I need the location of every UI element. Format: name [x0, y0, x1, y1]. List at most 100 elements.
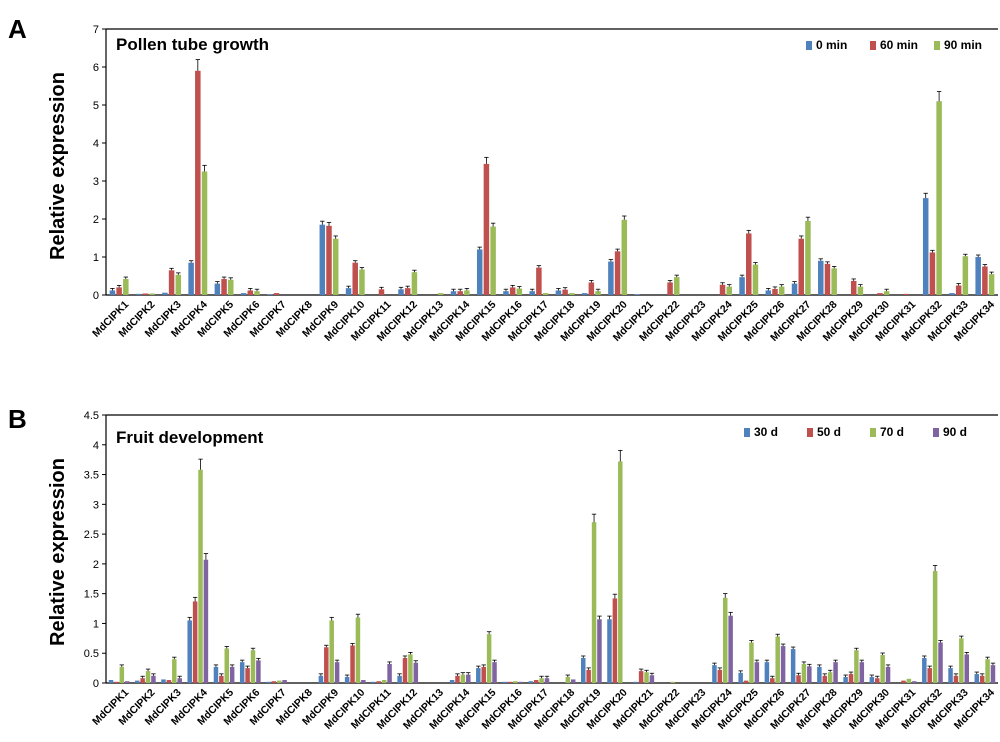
bar-b-MdCIPK14-70d: [460, 674, 466, 683]
bar-b-MdCIPK27-50d: [796, 675, 801, 683]
bar-b-MdCIPK32-90d: [938, 642, 943, 683]
bar-b-MdCIPK25-70d: [749, 642, 754, 683]
bar-b-MdCIPK10-90d: [361, 680, 366, 683]
bar-b-MdCIPK14-50d: [455, 675, 460, 683]
bar-b-MdCIPK33-50d: [953, 675, 959, 683]
bar-b-MdCIPK19-90d: [597, 619, 602, 683]
bar-b-MdCIPK17-90d: [544, 678, 550, 683]
legend-label: 90 min: [944, 38, 982, 52]
bar-b-MdCIPK4-30d: [187, 620, 192, 683]
bar-a-MdCIPK25-90min: [752, 264, 759, 295]
legend-swatch: [870, 41, 876, 50]
bar-a-MdCIPK15-60min: [483, 163, 490, 295]
bar-a-MdCIPK16-60min: [509, 287, 516, 295]
bar-b-MdCIPK2-70d: [145, 671, 151, 683]
legend-label: 90 d: [943, 425, 967, 439]
legend-swatch: [870, 428, 876, 437]
bar-b-MdCIPK16-90d: [518, 681, 523, 683]
bar-a-MdCIPK30-90min: [883, 291, 890, 295]
bar-b-MdCIPK1-70d: [119, 666, 125, 683]
bar-a-MdCIPK18-0min: [555, 290, 562, 295]
bar-b-MdCIPK26-70d: [775, 636, 780, 683]
bar-b-MdCIPK29-70d: [854, 650, 859, 683]
bar-b-MdCIPK4-90d: [203, 559, 209, 683]
bar-b-MdCIPK25-50d: [743, 680, 749, 683]
bar-a-MdCIPK25-60min: [746, 233, 752, 295]
bar-b-MdCIPK29-90d: [859, 662, 865, 683]
bar-a-MdCIPK6-60min: [247, 290, 254, 295]
bar-b-MdCIPK34-90d: [990, 665, 996, 683]
bar-b-MdCIPK9-30d: [318, 675, 324, 683]
y-tick-label: 0: [93, 290, 99, 302]
bar-a-MdCIPK32-0min: [922, 198, 929, 295]
bar-a-MdCIPK20-90min: [621, 219, 628, 295]
bar-b-MdCIPK19-70d: [591, 522, 597, 683]
bar-a-MdCIPK13-90min: [437, 293, 444, 295]
bar-b-MdCIPK16-70d: [513, 681, 518, 683]
bar-b-MdCIPK24-70d: [722, 597, 728, 683]
bar-b-MdCIPK12-70d: [408, 654, 413, 683]
y-tick-label: 1: [93, 252, 99, 264]
y-tick-label: 1: [93, 618, 99, 630]
bar-b-MdCIPK15-30d: [476, 668, 481, 683]
bar-b-MdCIPK32-50d: [927, 668, 932, 683]
bar-b-MdCIPK9-70d: [329, 620, 334, 683]
legend-swatch: [807, 428, 813, 437]
bar-b-MdCIPK21-50d: [638, 671, 644, 683]
bar-b-MdCIPK4-50d: [192, 601, 198, 683]
bar-a-MdCIPK5-90min: [228, 279, 234, 295]
y-tick-label: 0: [93, 678, 99, 690]
bar-a-MdCIPK18-60min: [562, 289, 568, 295]
bar-b-MdCIPK30-30d: [869, 677, 875, 683]
bar-a-MdCIPK4-90min: [201, 171, 208, 295]
bar-b-MdCIPK2-90d: [151, 675, 156, 683]
legend-label: 50 d: [817, 425, 841, 439]
y-tick-label: 6: [93, 62, 99, 74]
bar-b-MdCIPK21-90d: [649, 675, 655, 683]
bar-b-MdCIPK12-50d: [402, 657, 408, 683]
bar-a-MdCIPK32-60min: [929, 252, 936, 295]
y-tick-label: 4.5: [84, 410, 99, 422]
bar-b-MdCIPK34-30d: [974, 674, 980, 683]
bar-a-MdCIPK14-0min: [450, 291, 457, 295]
bar-b-MdCIPK5-30d: [213, 666, 219, 683]
bar-a-MdCIPK10-0min: [345, 288, 352, 295]
bar-a-MdCIPK12-0min: [398, 289, 404, 295]
bar-b-MdCIPK2-50d: [140, 678, 145, 683]
bar-a-MdCIPK22-90min: [674, 277, 680, 295]
bar-b-MdCIPK11-30d: [371, 681, 376, 683]
bar-b-MdCIPK9-90d: [334, 662, 340, 683]
bar-b-MdCIPK19-50d: [586, 669, 591, 683]
bar-a-MdCIPK2-60min: [142, 293, 149, 295]
bar-b-MdCIPK17-30d: [528, 681, 534, 683]
bar-a-MdCIPK20-0min: [608, 261, 614, 295]
bar-b-MdCIPK14-90d: [466, 674, 471, 683]
bar-b-MdCIPK29-30d: [843, 677, 848, 683]
bar-b-MdCIPK5-90d: [229, 666, 235, 683]
y-tick-label: 7: [93, 24, 99, 36]
bar-a-MdCIPK5-60min: [221, 279, 227, 295]
y-tick-label: 2: [93, 214, 99, 226]
bar-a-MdCIPK21-0min: [634, 294, 640, 295]
bar-b-MdCIPK10-50d: [350, 645, 355, 683]
legend-swatch: [744, 428, 750, 437]
bar-a-MdCIPK24-60min: [719, 284, 726, 295]
bar-a-MdCIPK29-90min: [857, 286, 864, 295]
legend-label: 0 min: [816, 38, 847, 52]
bar-b-MdCIPK3-50d: [166, 680, 172, 683]
y-tick-label: 4: [93, 440, 99, 452]
bar-b-MdCIPK22-70d: [670, 681, 676, 683]
bar-b-MdCIPK30-70d: [880, 655, 885, 683]
bar-a-MdCIPK15-0min: [476, 249, 483, 295]
bar-b-MdCIPK18-90d: [570, 679, 576, 683]
bar-b-MdCIPK27-70d: [801, 663, 807, 683]
bar-a-MdCIPK6-0min: [240, 293, 247, 295]
bar-a-MdCIPK9-90min: [332, 238, 339, 295]
bar-a-MdCIPK1-90min: [123, 279, 129, 295]
bar-b-MdCIPK1-30d: [108, 680, 114, 683]
bar-a-MdCIPK33-0min: [949, 293, 955, 295]
bar-b-MdCIPK17-50d: [533, 680, 539, 683]
bar-a-MdCIPK27-60min: [798, 238, 804, 295]
bar-b-MdCIPK3-30d: [161, 679, 166, 683]
